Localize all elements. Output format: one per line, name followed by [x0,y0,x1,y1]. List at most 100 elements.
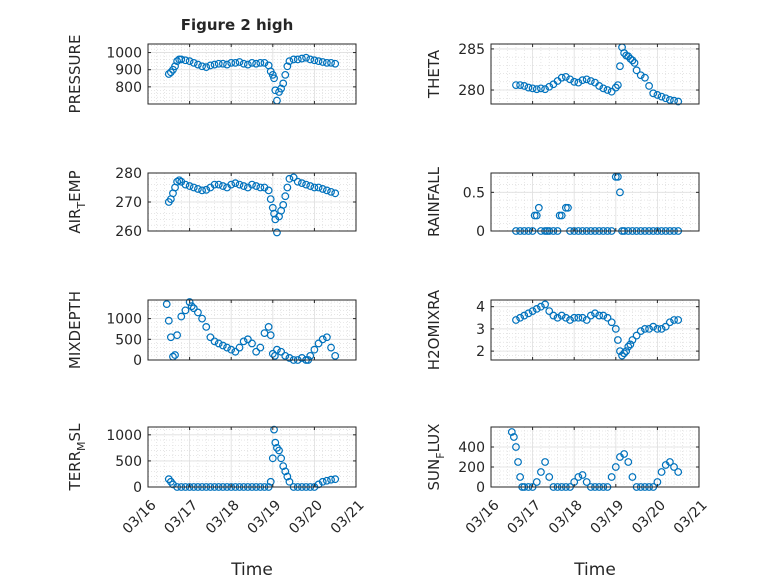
y-tick-label: 1000 [106,428,142,444]
data-point-pressure [331,59,340,68]
data-point-sun_flux [574,473,583,481]
data-point-pressure [210,60,219,69]
data-point-sun_flux [537,468,545,476]
data-point-theta [545,82,554,91]
axes-box [490,299,700,361]
data-point-h2omixra [622,347,631,356]
plot-area [491,173,699,231]
y-tick-label: 2 [476,344,485,360]
data-point-pressure [231,58,240,67]
data-point-air_temp [239,182,248,190]
data-point-theta [524,83,533,92]
data-point-pressure [256,58,265,67]
data-point-h2omixra [661,322,670,331]
y-axis-label-terr_msl: TERRMSL [66,423,88,492]
data-point-mixdepth [173,331,182,340]
data-point-rainfall [613,172,622,181]
data-point-air_temp [256,183,265,192]
data-point-sun_flux [509,433,518,441]
data-point-h2omixra [641,324,649,333]
data-point-terr_msl [331,475,340,484]
data-point-pressure [283,62,292,71]
data-point-pressure [243,60,252,69]
data-point-mixdepth [256,343,265,352]
data-point-pressure [202,63,211,72]
data-point-theta [665,95,674,104]
data-point-terr_msl [318,477,327,486]
data-point-pressure [198,62,206,71]
data-point-theta [611,83,620,92]
data-point-theta [574,78,583,87]
data-point-air_temp [189,183,198,192]
data-point-h2omixra [591,309,599,318]
data-point-pressure [310,56,319,65]
data-point-terr_msl [268,454,277,463]
data-point-pressure [181,56,190,65]
data-point-sun_flux [665,458,674,466]
data-point-air_temp [279,200,288,209]
data-point-terr_msl [322,476,331,485]
data-point-air_temp [264,186,273,195]
data-point-air_temp [283,183,292,192]
y-tick-label: 400 [458,440,485,456]
data-point-pressure [277,84,286,93]
y-axis-label-mixdepth: MIXDEPTH [66,291,84,369]
data-point-theta [566,75,574,84]
y-tick-label: 0.5 [463,185,485,201]
data-point-theta [557,73,566,82]
data-point-air_temp [210,180,219,189]
data-point-sun_flux [578,471,587,479]
y-tick-label: 3 [476,322,485,338]
y-tick-label: 280 [458,83,485,99]
data-point-rainfall [561,203,570,212]
data-point-mixdepth [243,335,252,344]
data-point-terr_msl [266,477,275,486]
data-point-mixdepth [187,302,196,311]
panel-mixdepth: 0 500 1000 MIXDEPTH [66,291,357,369]
figure-title: Figure 2 high [181,16,294,34]
data-point-theta [613,81,622,89]
y-tick-label: 900 [115,63,142,79]
data-point-mixdepth [322,333,331,342]
axes-box [147,426,357,488]
data-point-mixdepth [210,337,219,346]
data-point-rainfall [564,203,572,212]
data-point-air_temp [273,228,281,237]
data-point-pressure [223,60,231,69]
data-point-mixdepth [214,339,223,348]
data-point-sun_flux [514,458,522,466]
data-point-h2omixra [570,313,579,322]
data-point-theta [653,91,662,99]
data-point-air_temp [281,192,290,201]
data-point-air_temp [202,185,211,194]
data-point-pressure [293,55,302,64]
data-point-h2omixra [528,307,537,316]
data-point-h2omixra [582,316,591,324]
data-point-sun_flux [607,473,616,481]
y-tick-label: 270 [115,195,142,211]
data-point-pressure [268,70,277,79]
data-point-air_temp [231,179,240,188]
data-point-h2omixra [626,340,635,349]
data-point-sun_flux [545,473,554,481]
data-point-theta [532,85,541,94]
data-point-h2omixra [595,311,604,320]
data-point-mixdepth [185,298,194,306]
x-axis-label-left: Time [230,560,273,580]
y-axis-label-rainfall: RAINFALL [425,166,443,237]
data-point-sun_flux [582,478,591,486]
data-point-h2omixra [607,318,616,327]
axes-box [147,43,357,105]
data-point-pressure [206,61,215,70]
data-point-pressure [177,55,186,64]
data-point-sun_flux [657,468,666,476]
data-point-mixdepth [181,306,190,315]
panel-rainfall: 0 0.5 RAINFALL [425,166,700,240]
panel-h2omixra: 2 3 4 H2OMIXRA [425,289,700,370]
data-point-air_temp [268,203,277,212]
data-point-terr_msl [271,438,280,447]
data-point-air_temp [293,177,302,186]
y-axis-label-theta: THETA [425,49,443,99]
axes-box [490,426,700,488]
